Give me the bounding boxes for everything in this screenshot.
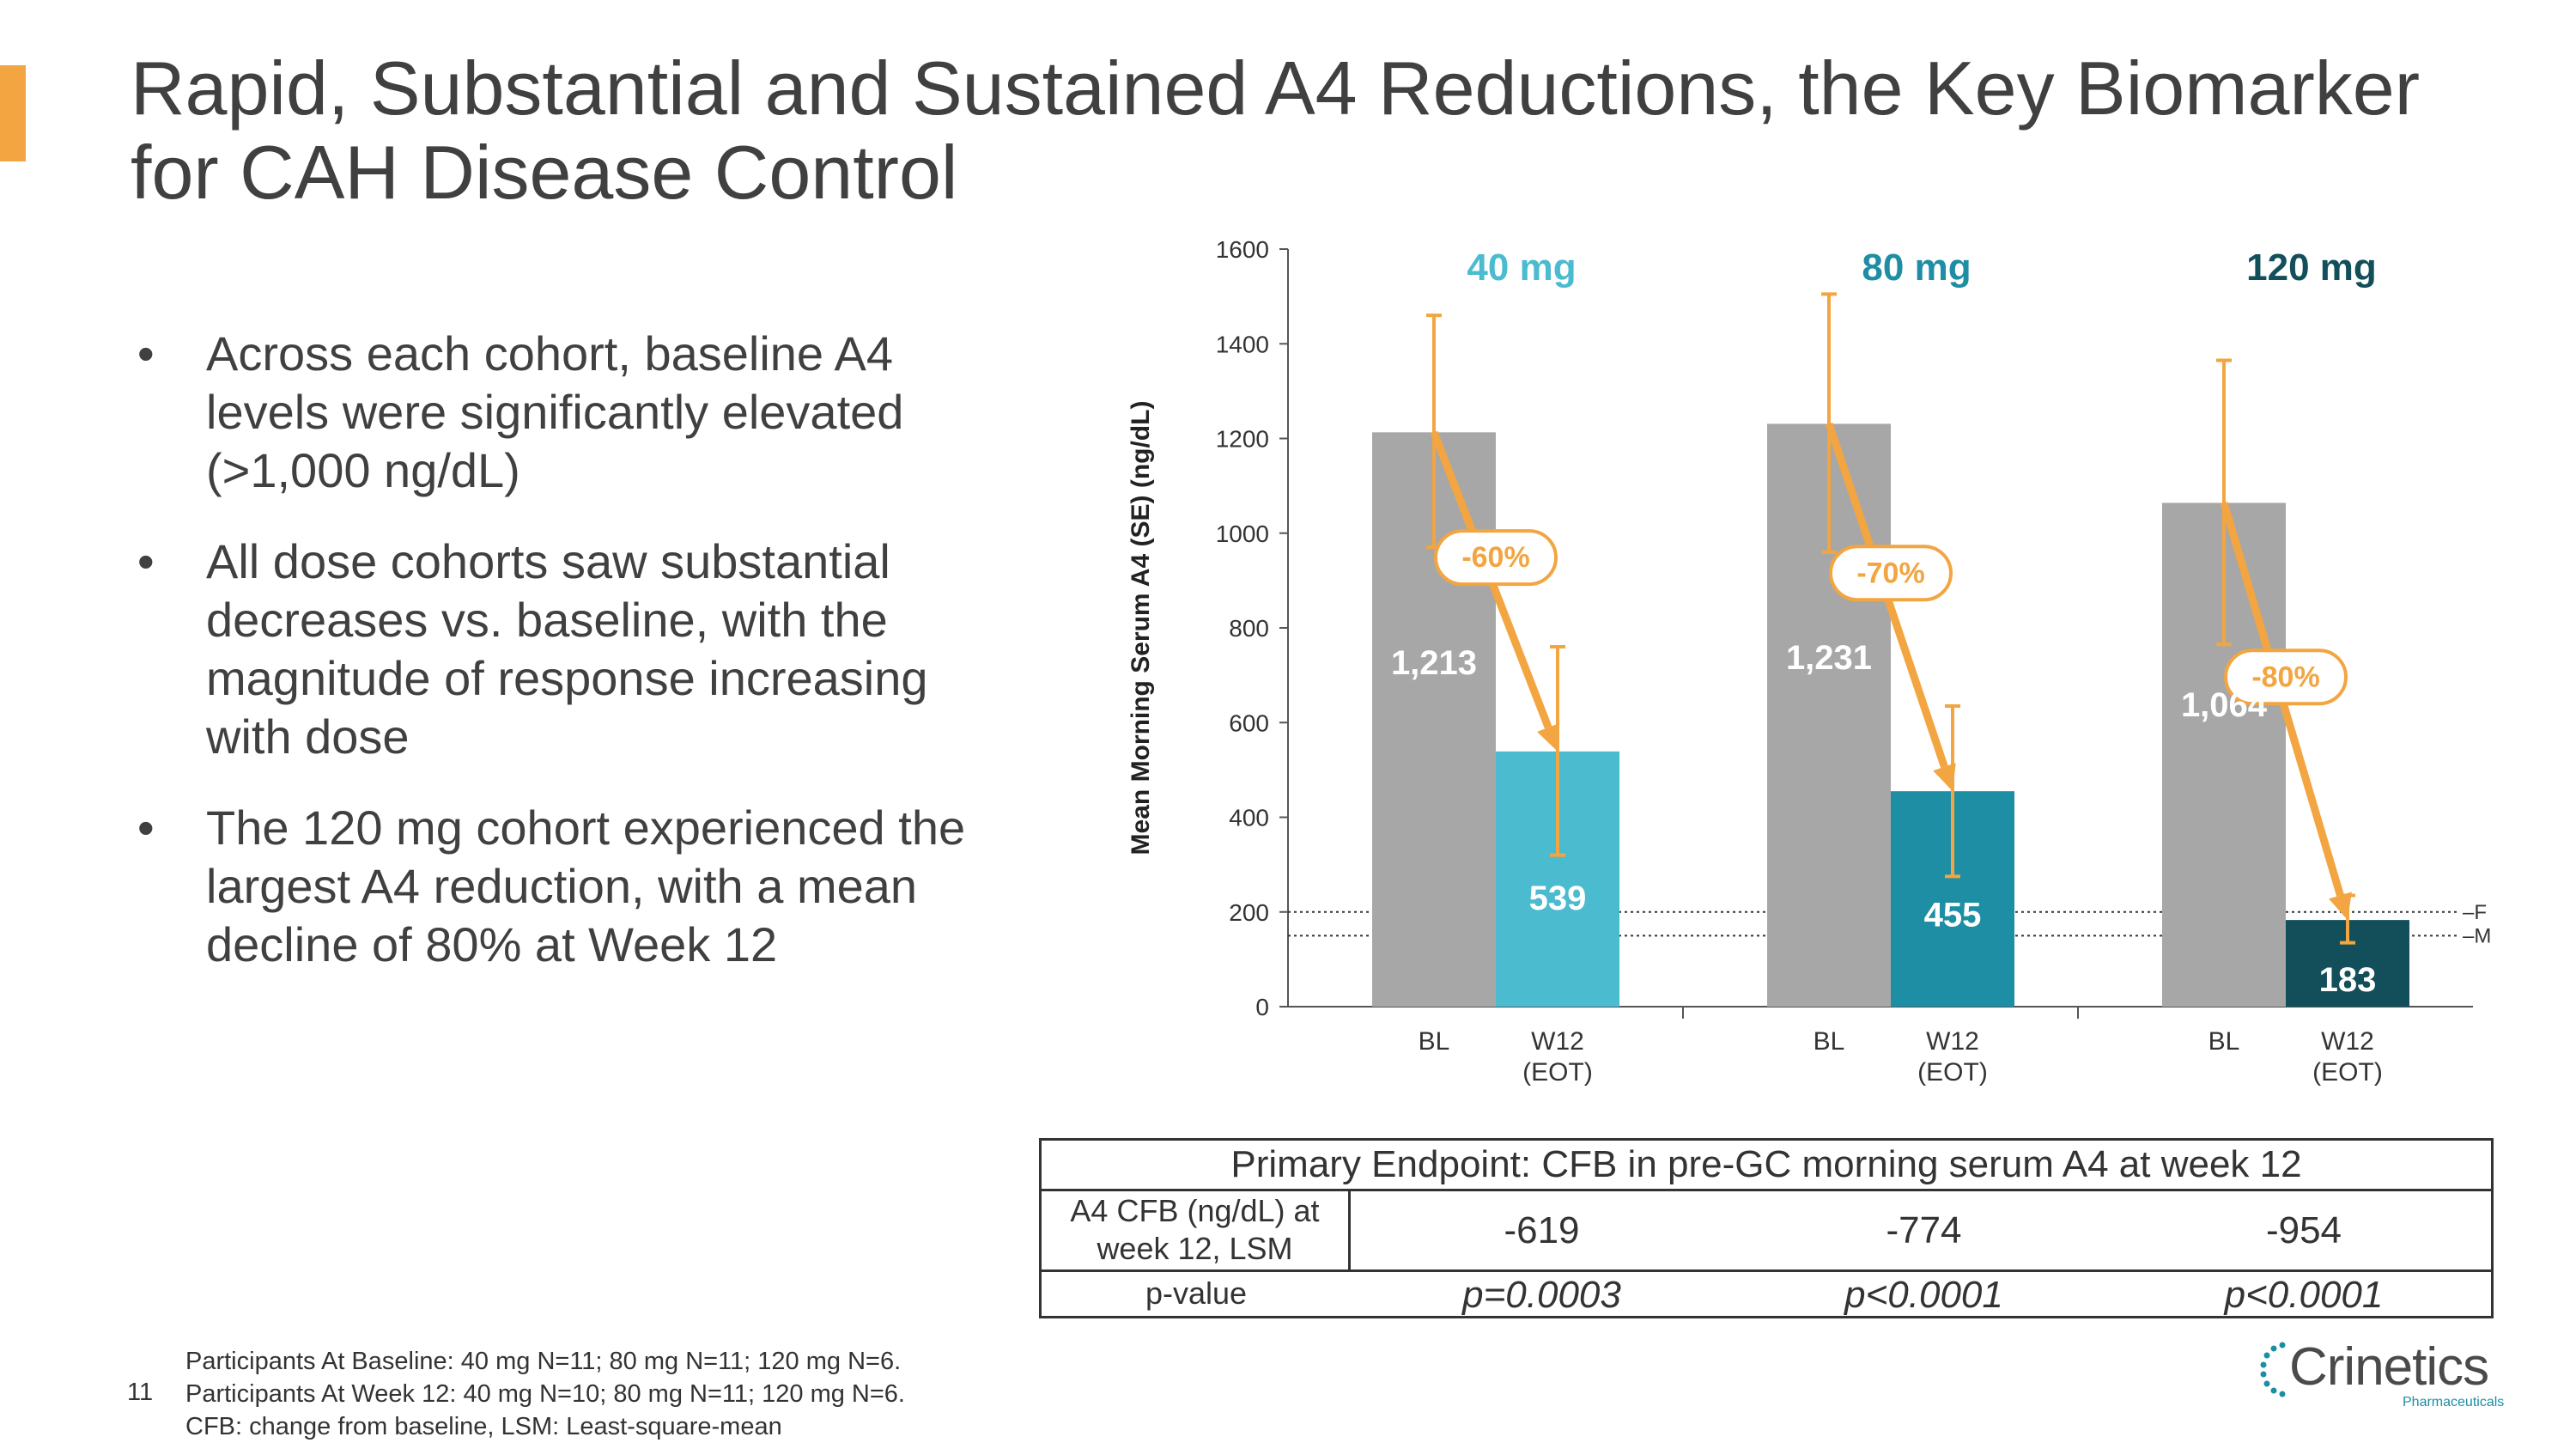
bullet-dot: • (137, 534, 155, 588)
percent-change-label: -70% (1856, 557, 1924, 589)
baseline-value-label: 1,064 (2181, 686, 2268, 724)
table-cell-p-40mg: p=0.0003 (1462, 1274, 1621, 1316)
percent-change-badge (2224, 648, 2348, 706)
x-category-label: W12 (1926, 1027, 1979, 1056)
percent-change-badge (1434, 529, 1558, 587)
bullet-item: • Across each cohort, baseline A4 levels … (131, 325, 1024, 500)
footnote-line: Participants At Week 12: 40 mg N=10; 80 … (185, 1380, 905, 1408)
primary-endpoint-table: Primary Endpoint: CFB in pre-GC morning … (1039, 1138, 2494, 1318)
logo-dots-icon (2260, 1342, 2286, 1397)
reference-line-label: –F ULN (2463, 901, 2490, 924)
bullet-dot: • (137, 801, 155, 855)
percent-change-label: -80% (2251, 661, 2319, 693)
y-tick-label: 800 (1229, 615, 1269, 642)
y-tick-label: 1200 (1216, 426, 1269, 453)
bullet-item: • All dose cohorts saw substantial decrea… (131, 533, 1024, 766)
logo-wordmark: Crinetics (2289, 1337, 2489, 1397)
table-cell-p-120mg: p<0.0001 (2224, 1274, 2384, 1316)
footnote-line: CFB: change from baseline, LSM: Least-sq… (185, 1413, 782, 1440)
y-tick-label: 400 (1229, 805, 1269, 831)
percent-change-badge (1829, 545, 1953, 602)
table-cell-cfb-80mg: -774 (1886, 1209, 1962, 1251)
table-cell-cfb-40mg: -619 (1504, 1209, 1580, 1251)
bullet-list: • Across each cohort, baseline A4 levels … (131, 325, 1024, 1007)
table-row-label-cfb: A4 CFB (ng/dL) at week 12, LSM (1042, 1191, 1351, 1269)
bullet-item: • The 120 mg cohort experienced the large… (131, 799, 1024, 974)
page-title: Rapid, Substantial and Sustained A4 Redu… (131, 46, 2421, 215)
footnote-line: Participants At Baseline: 40 mg N=11; 80… (185, 1348, 902, 1375)
accent-bar (0, 65, 26, 161)
bullet-text: Across each cohort, baseline A4 levels w… (206, 326, 904, 497)
table-header: Primary Endpoint: CFB in pre-GC morning … (1042, 1141, 2491, 1191)
y-tick-label: 0 (1255, 994, 1269, 1020)
week12-value-label: 539 (1529, 880, 1587, 917)
logo-subtitle: Pharmaceuticals (2403, 1395, 2505, 1409)
table-row-label-pvalue: p-value (1145, 1275, 1248, 1311)
x-category-label: BL (2208, 1027, 2240, 1056)
x-category-label: BL (1814, 1027, 1845, 1056)
x-category-label: (EOT) (2312, 1058, 2383, 1087)
cohort-title: 80 mg (1862, 247, 1971, 289)
table-cell-p-80mg: p<0.0001 (1844, 1274, 2003, 1316)
x-category-label: W12 (2321, 1027, 2374, 1056)
y-axis-label: Mean Morning Serum A4 (SE) (ng/dL) (1127, 401, 1155, 855)
bullet-text: The 120 mg cohort experienced the larges… (206, 801, 966, 971)
y-tick-label: 1400 (1216, 331, 1269, 357)
change-arrow-head (2329, 892, 2352, 921)
x-category-label: (EOT) (1917, 1058, 1988, 1087)
cohort-title: 120 mg (2246, 247, 2377, 289)
baseline-value-label: 1,213 (1391, 644, 1477, 682)
cohort-title: 40 mg (1467, 247, 1576, 289)
row-label-line: A4 CFB (ng/dL) at (1070, 1193, 1320, 1228)
week12-value-label: 183 (2319, 961, 2377, 999)
percent-change-label: -60% (1461, 541, 1529, 574)
row-label-line: week 12, LSM (1097, 1231, 1293, 1266)
baseline-value-label: 1,231 (1786, 639, 1872, 677)
y-tick-label: 1600 (1216, 236, 1269, 263)
y-tick-label: 200 (1229, 899, 1269, 926)
x-category-label: W12 (1531, 1027, 1584, 1056)
y-tick-label: 1000 (1216, 521, 1269, 547)
table-cell-cfb-120mg: -954 (2265, 1209, 2342, 1251)
change-arrow-head (1537, 722, 1560, 752)
bullet-dot: • (137, 326, 155, 381)
x-category-label: BL (1419, 1027, 1450, 1056)
y-tick-label: 600 (1229, 709, 1269, 736)
footnote: Participants At Baseline: 40 mg N=11; 80… (185, 1345, 905, 1443)
a4-bar-chart: 0 200 400 600 800 1000 1200 1400 1600 Mean Mornin… (1127, 236, 2490, 1087)
change-arrow-head (1933, 763, 1956, 792)
x-category-label: (EOT) (1522, 1058, 1593, 1087)
table-row-divider (1042, 1269, 2491, 1272)
company-logo: Crinetics Pharmaceuticals (2258, 1336, 2504, 1414)
week12-value-label: 455 (1924, 897, 1982, 935)
page-number: 11 (127, 1379, 154, 1406)
reference-line-label: –M ULN (2463, 924, 2490, 947)
bullet-text: All dose cohorts saw substantial decreas… (206, 534, 928, 764)
